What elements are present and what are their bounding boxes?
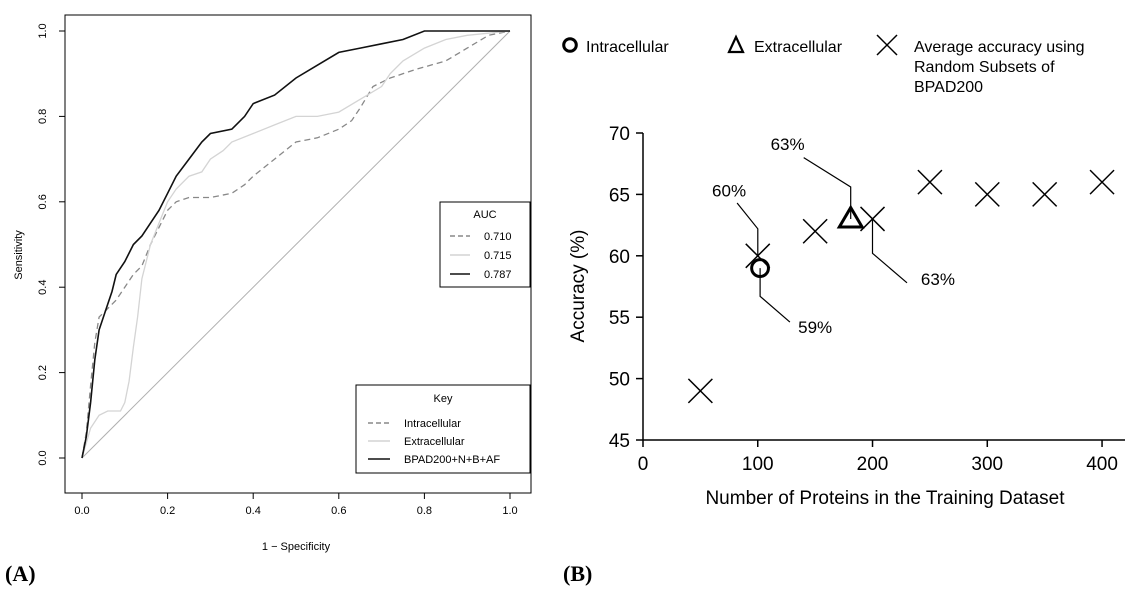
scatter-point-cross [802, 218, 828, 244]
scatter-x-tick-label: 200 [857, 454, 889, 475]
roc-curve-bpad200-n-b-af [81, 30, 510, 459]
legend-cross-marker [876, 34, 898, 56]
legend-intracellular-label: Intracellular [586, 39, 669, 56]
scatter-points [687, 169, 1115, 404]
scatter-legend: Intracellular Extracellular Average accura… [562, 34, 1084, 96]
cross-stroke [687, 378, 713, 404]
scatter-point-triangle [836, 204, 865, 229]
scatter-point-circle [750, 258, 770, 278]
key-legend-label: BPAD200+N+B+AF [404, 454, 500, 466]
roc-x-axis: 0.0 0.2 0.4 0.6 0.8 1.0 [74, 492, 518, 517]
panel-b: Intracellular Extracellular Average accura… [562, 34, 1125, 586]
panel-a-label: (A) [5, 561, 36, 586]
panel-a: 0.0 0.2 0.4 0.6 0.8 1.0 0.0 0.2 0.4 0.6 0.8 1.0 1 … [5, 14, 532, 586]
scatter-x-tick-label: 100 [742, 454, 774, 475]
legend-average-accuracy-label: Average accuracy using [914, 39, 1084, 56]
roc-y-tick-label: 1.0 [37, 23, 49, 38]
scatter-y-axis: 45 50 55 60 65 70 [609, 124, 643, 452]
cross-stroke [876, 34, 898, 56]
scatter-y-tick-label: 55 [609, 308, 630, 329]
roc-y-tick-label: 0.6 [37, 194, 49, 209]
panel-b-label: (B) [563, 561, 592, 586]
legend-average-accuracy-label: BPAD200 [914, 79, 983, 96]
scatter-x-tick-label: 400 [1086, 454, 1118, 475]
roc-y-axis: 0.0 0.2 0.4 0.6 0.8 1.0 [37, 23, 66, 466]
cross-stroke [745, 243, 771, 269]
scatter-point-cross [974, 181, 1000, 207]
cross-stroke [917, 169, 943, 195]
annotation-label: 63% [921, 270, 955, 289]
scatter-x-tick-label: 300 [971, 454, 1003, 475]
roc-x-tick-label: 0.4 [246, 505, 261, 517]
auc-legend-value: 0.715 [484, 250, 512, 262]
auc-legend: AUC 0.710 0.715 0.787 [439, 201, 531, 288]
cross-stroke [974, 181, 1000, 207]
roc-x-axis-label: 1 − Specificity [262, 541, 331, 553]
roc-curves [81, 30, 511, 459]
scatter-y-tick-label: 70 [609, 124, 630, 145]
key-legend: Key Intracellular Extracellular BPAD200+N+… [355, 384, 531, 474]
scatter-point-cross [687, 378, 713, 404]
roc-curve-extracellular [81, 30, 511, 459]
chance-diagonal [81, 30, 511, 459]
scatter-y-tick-label: 50 [609, 370, 630, 391]
key-legend-label: Intracellular [404, 418, 461, 430]
scatter-x-tick-label: 0 [638, 454, 649, 475]
key-legend-title: Key [434, 393, 453, 405]
scatter-point-cross [859, 206, 886, 232]
legend-triangle-marker [727, 34, 745, 54]
scatter-y-tick-label: 45 [609, 431, 630, 452]
legend-average-accuracy-label: Random Subsets of [914, 59, 1055, 76]
roc-x-tick-label: 1.0 [502, 505, 517, 517]
roc-x-tick-label: 0.8 [417, 505, 432, 517]
scatter-x-axis: 0 100 200 300 400 [638, 440, 1118, 475]
roc-y-tick-label: 0.2 [37, 365, 49, 380]
cross-stroke [802, 218, 828, 244]
annotation-label: 59% [798, 318, 832, 337]
auc-legend-value: 0.710 [484, 231, 512, 243]
annotation-leader-line [803, 157, 852, 219]
roc-y-tick-label: 0.4 [37, 280, 49, 295]
scatter-y-tick-label: 60 [609, 247, 630, 268]
auc-legend-value: 0.787 [484, 269, 512, 281]
annotation-label: 60% [712, 182, 746, 201]
legend-circle-marker [562, 37, 578, 53]
annotation-label: 63% [771, 135, 805, 154]
scatter-point-cross [917, 169, 943, 195]
roc-x-tick-label: 0.6 [331, 505, 346, 517]
roc-y-axis-label: Sensitivity [13, 230, 25, 280]
scatter-point-cross [1089, 169, 1115, 195]
roc-x-tick-label: 0.2 [160, 505, 175, 517]
roc-y-tick-label: 0.8 [37, 109, 49, 124]
auc-legend-box [439, 201, 531, 288]
scatter-y-axis-label: Accuracy (%) [568, 230, 589, 343]
cross-stroke [1032, 181, 1058, 207]
annotation-leader-line [871, 219, 908, 284]
scatter-point-cross [1032, 181, 1058, 207]
scatter-y-tick-label: 65 [609, 185, 630, 206]
auc-legend-title: AUC [473, 209, 496, 221]
legend-extracellular-label: Extracellular [754, 39, 843, 56]
annotation-leader-line [736, 202, 759, 256]
cross-stroke [859, 206, 886, 232]
scatter-annotations: 60% 63% 63% 59% [712, 135, 955, 337]
scatter-x-axis-label: Number of Proteins in the Training Datas… [705, 488, 1065, 509]
roc-x-tick-label: 0.0 [74, 505, 89, 517]
key-legend-label: Extracellular [404, 436, 465, 448]
cross-stroke [1089, 169, 1115, 195]
roc-y-tick-label: 0.0 [37, 450, 49, 465]
